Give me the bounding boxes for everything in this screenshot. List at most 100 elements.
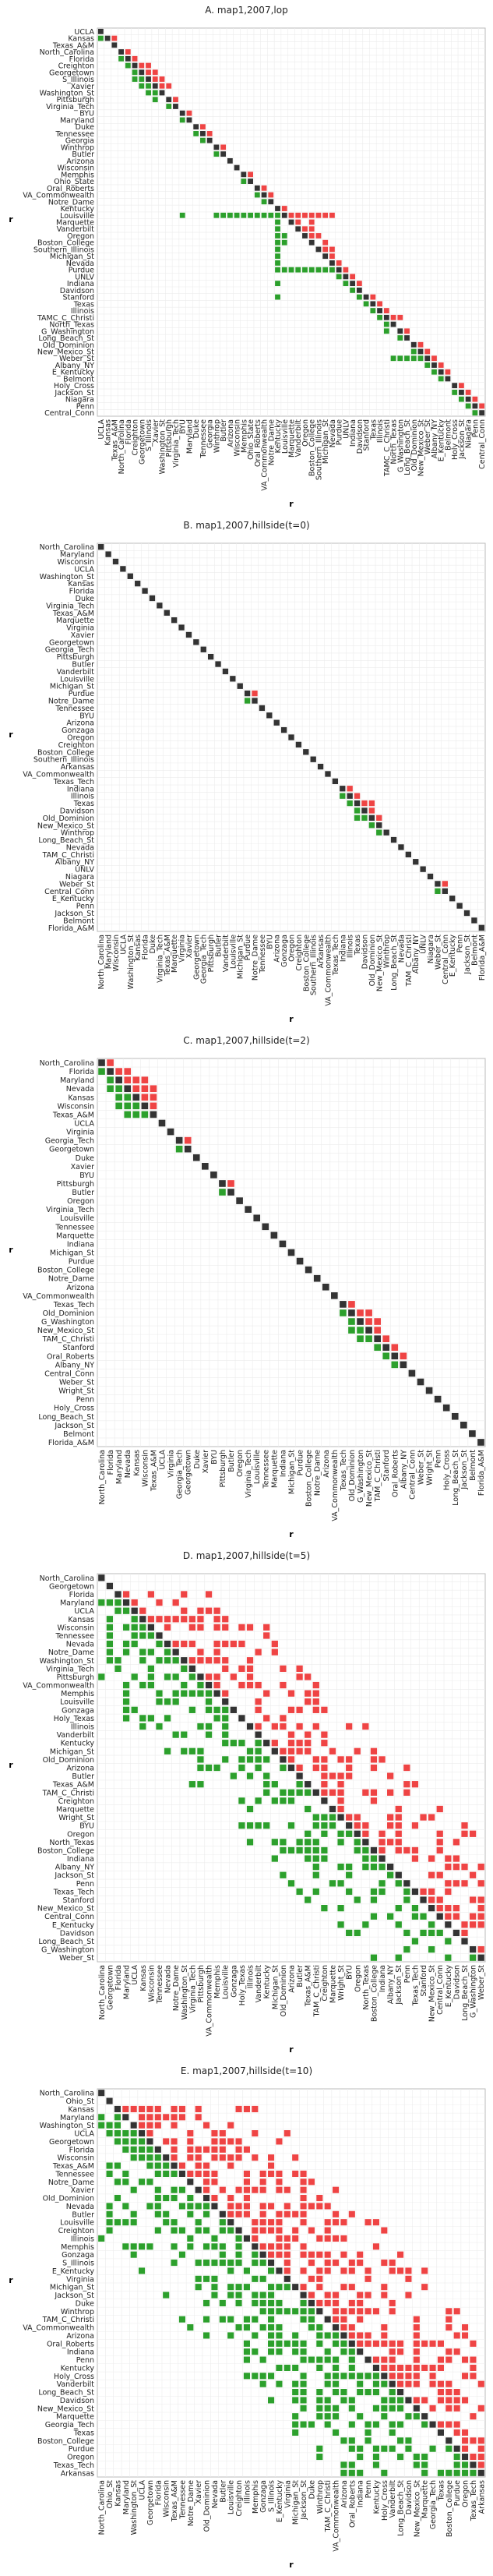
lower-cell	[459, 396, 464, 402]
diag-cell	[340, 786, 346, 792]
x-tick-label: Florida	[154, 2480, 163, 2505]
y-tick-label: Kentucky	[61, 2364, 95, 2373]
lower-cell	[324, 2348, 331, 2355]
diag-cell	[106, 2097, 113, 2104]
upper-cell	[381, 2324, 388, 2331]
upper-cell	[413, 2332, 420, 2339]
diag-cell	[219, 2210, 226, 2217]
y-tick-label: E_Kentucky	[52, 895, 95, 903]
x-tick-label: Vanderbilt	[389, 2480, 397, 2518]
upper-cell	[219, 2186, 226, 2193]
lower-cell	[305, 1855, 312, 1862]
lower-cell	[195, 2203, 202, 2210]
y-tick-label: E_Kentucky	[52, 1921, 95, 1930]
upper-cell	[321, 1706, 328, 1713]
upper-cell	[152, 69, 158, 76]
lower-cell	[348, 2421, 355, 2428]
diag-cell	[163, 2154, 170, 2161]
lower-cell	[235, 2299, 242, 2306]
lower-cell	[333, 2380, 340, 2387]
upper-cell	[203, 2178, 210, 2186]
upper-cell	[141, 1085, 149, 1093]
upper-cell	[370, 294, 376, 300]
lower-cell	[146, 2243, 153, 2250]
upper-cell	[442, 881, 448, 887]
lower-cell	[377, 314, 382, 320]
lower-cell	[383, 328, 389, 334]
x-tick-label: Kentucky	[372, 2480, 381, 2514]
x-tick-label: Vanderbilt	[294, 419, 303, 458]
lower-cell	[146, 2162, 153, 2169]
y-tick-label: Duke	[76, 595, 94, 603]
lower-cell	[308, 2421, 315, 2428]
x-tick-label: Virginia_Tech	[172, 419, 181, 468]
x-tick-label: Ohio_St	[106, 2480, 114, 2509]
y-tick-label: Davidson	[60, 807, 94, 815]
lower-cell	[389, 2405, 396, 2412]
lower-cell	[276, 2340, 283, 2347]
upper-cell	[348, 2324, 355, 2331]
lower-cell	[268, 2324, 275, 2331]
upper-cell	[171, 2105, 178, 2112]
lower-cell	[308, 2316, 315, 2323]
lower-cell	[139, 2154, 146, 2161]
lower-cell	[131, 1673, 138, 1680]
lower-cell	[329, 1880, 336, 1887]
lower-cell	[453, 2454, 460, 2461]
diag-cell	[283, 2275, 291, 2282]
upper-cell	[211, 2170, 218, 2177]
x-tick-label: Boston_College	[370, 1965, 379, 2022]
y-tick-label: Texas	[73, 800, 94, 808]
lower-cell	[296, 1781, 303, 1788]
lower-cell	[139, 2178, 146, 2186]
upper-cell	[346, 1814, 353, 1821]
lower-cell	[235, 2251, 242, 2258]
lower-cell	[146, 83, 151, 89]
x-tick-label: Boston_College	[305, 1450, 314, 1507]
lower-cell	[211, 2284, 218, 2291]
upper-cell	[436, 1904, 443, 1912]
upper-cell	[321, 1731, 328, 1738]
upper-cell	[333, 2308, 340, 2315]
upper-cell	[263, 1632, 270, 1639]
diag-cell	[347, 793, 353, 799]
y-tick-label: Belmont	[63, 375, 94, 383]
upper-cell	[340, 2251, 347, 2258]
x-tick-label: Central_Conn	[408, 1450, 417, 1500]
x-tick-label: Virginia_Tech	[188, 1965, 197, 2013]
upper-cell	[337, 1756, 344, 1763]
lower-cell	[219, 2243, 226, 2250]
y-tick-label: UCLA	[74, 1120, 94, 1129]
diag-cell	[139, 2130, 146, 2137]
upper-cell	[276, 2243, 283, 2250]
lower-cell	[280, 1797, 287, 1804]
upper-cell	[469, 1921, 477, 1928]
upper-cell	[150, 1094, 157, 1101]
diag-cell	[164, 1640, 171, 1648]
upper-cell	[445, 2389, 453, 2396]
lower-cell	[305, 1789, 312, 1796]
upper-cell	[453, 2397, 460, 2404]
lower-cell	[244, 698, 251, 704]
upper-cell	[252, 2130, 259, 2137]
upper-cell	[321, 1772, 328, 1779]
y-tick-label: Southern_Illinois	[33, 756, 94, 765]
upper-cell	[453, 1880, 460, 1887]
lower-cell	[243, 2324, 250, 2331]
lower-cell	[243, 2373, 250, 2380]
upper-cell	[188, 1624, 195, 1631]
upper-cell	[300, 2195, 307, 2202]
lower-cell	[164, 1698, 171, 1705]
diag-cell	[193, 124, 199, 130]
heatmap-svg: North_CarolinaFloridaMarylandNevadaKansa…	[9, 1058, 486, 1539]
diag-cell	[152, 83, 158, 89]
x-tick-label: Wright_St	[426, 1450, 435, 1486]
lower-cell	[340, 2348, 347, 2355]
upper-cell	[308, 2227, 315, 2234]
upper-cell	[348, 2267, 355, 2274]
y-tick-label: Xavier	[71, 2186, 94, 2195]
upper-cell	[147, 1616, 155, 1623]
y-tick-label: Albany_NY	[55, 362, 94, 370]
lower-cell	[246, 1805, 254, 1813]
y-tick-label: Washington_St	[40, 2122, 95, 2130]
